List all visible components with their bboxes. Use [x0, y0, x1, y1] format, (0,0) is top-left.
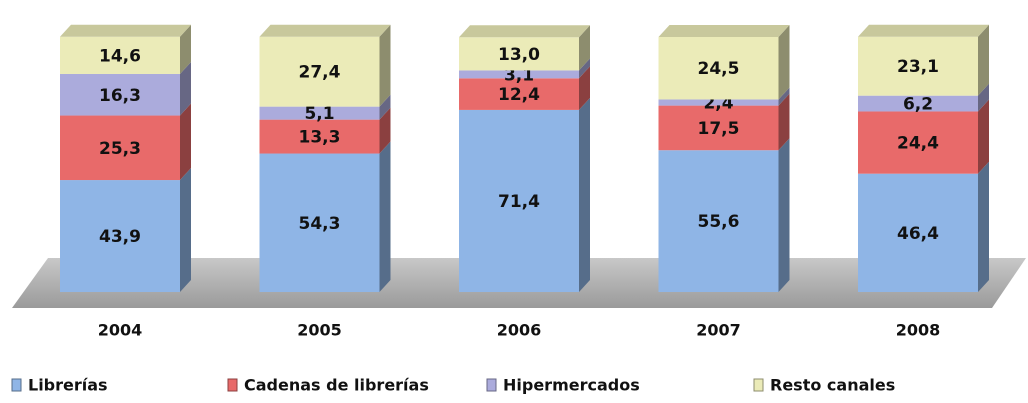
bar-side [180, 103, 191, 181]
x-tick-label: 2004 [98, 321, 143, 340]
x-tick-label: 2007 [696, 321, 741, 340]
bar-segment [60, 180, 180, 292]
bar-segment [459, 37, 579, 71]
bar-side [978, 83, 989, 112]
bar-side [379, 24, 391, 107]
data-label: 24,4 [897, 134, 939, 154]
bar-side [579, 25, 590, 71]
data-label: 6,2 [903, 95, 933, 115]
data-label: 27,4 [299, 63, 341, 83]
bar-side [180, 168, 191, 292]
data-label: 17,5 [698, 119, 740, 139]
data-label: 55,6 [698, 212, 740, 232]
bar-side [978, 161, 989, 292]
legend-label: Librerías [28, 376, 108, 395]
bar-side [579, 58, 590, 79]
bar-side [379, 94, 391, 120]
bar-side [978, 99, 989, 174]
data-label: 13,3 [299, 128, 341, 148]
legend-swatch [486, 378, 497, 392]
data-label: 16,3 [99, 86, 141, 106]
data-label: 46,4 [897, 224, 939, 244]
bar-segment [658, 99, 779, 106]
legend-label: Hipermercados [503, 376, 640, 395]
x-tick-label: 2005 [297, 321, 342, 340]
bar-segment [858, 111, 978, 174]
bar-segment [459, 70, 579, 79]
bar-side [778, 87, 790, 106]
bar-side [778, 138, 790, 292]
data-label: 13,0 [498, 45, 540, 65]
bar-segment [459, 78, 579, 110]
legend-label: Resto canales [770, 376, 895, 395]
bar-segment [60, 73, 180, 116]
data-label: 71,4 [498, 192, 540, 212]
bar-side [778, 25, 790, 100]
data-label: 12,4 [498, 85, 540, 105]
data-label: 43,9 [99, 227, 141, 247]
x-tick-label: 2006 [497, 321, 542, 340]
bar-segment [259, 119, 380, 154]
bar-top [658, 25, 790, 37]
bar-side [778, 93, 790, 151]
bar-segment [858, 173, 978, 292]
bar-segment [459, 109, 579, 293]
bar-side [978, 24, 989, 96]
data-label: 5,1 [304, 104, 334, 124]
data-label: 54,3 [299, 214, 341, 234]
bar-side [579, 97, 590, 293]
bar-top [858, 24, 989, 37]
data-label: 25,3 [99, 139, 141, 159]
data-label: 24,5 [698, 59, 740, 79]
legend-label: Cadenas de librerías [244, 376, 429, 395]
bar-side [180, 24, 191, 74]
bar-side [180, 61, 191, 116]
bar-top [459, 25, 590, 38]
bar-segment [259, 36, 380, 107]
bar-segment [60, 115, 180, 181]
x-tick-label: 2008 [896, 321, 941, 340]
bar-segment [259, 106, 380, 120]
legend-swatch [11, 378, 22, 392]
bar-segment [858, 95, 978, 112]
legend-swatch [753, 378, 764, 392]
bar-segment [658, 150, 779, 292]
bar-segment [259, 153, 380, 292]
bar-side [379, 141, 391, 292]
bar-top [60, 24, 191, 37]
bar-segment [60, 36, 180, 74]
bar-top [259, 24, 391, 37]
bar-segment [658, 105, 779, 151]
bar-segment [658, 37, 779, 100]
bar-side [379, 107, 391, 154]
bar-side [579, 66, 590, 110]
data-label: 14,6 [99, 46, 141, 66]
legend-swatch [227, 378, 238, 392]
bar-segment [858, 36, 978, 96]
data-label: 23,1 [897, 57, 939, 77]
